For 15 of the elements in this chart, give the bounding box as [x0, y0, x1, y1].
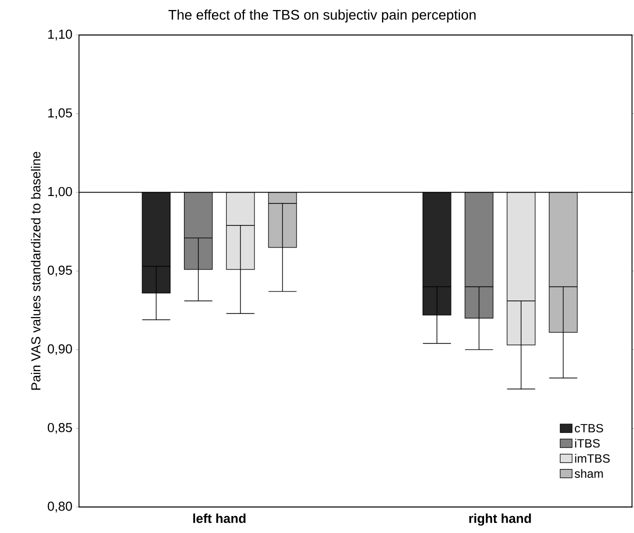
y-tick-label: 1,00: [48, 186, 72, 198]
legend-label: iTBS: [575, 438, 600, 448]
legend-label: sham: [574, 469, 603, 478]
y-axis-title: Pain VAS values standardized to baseline: [30, 152, 40, 390]
y-tick-label: 1,05: [48, 108, 72, 120]
y-tick-label: 0,95: [48, 266, 72, 276]
legend-label: imTBS: [575, 454, 610, 463]
y-tick-label: 0,90: [48, 344, 72, 356]
chart-title: The effect of the TBS on subjectiv pain perception: [168, 10, 476, 23]
y-tick-label: 1,10: [48, 30, 72, 40]
x-tick-label: left hand: [193, 514, 246, 524]
y-tick-label: 0,85: [48, 422, 72, 434]
x-tick-label: right hand: [469, 514, 531, 526]
y-tick-label: 0,80: [48, 502, 72, 512]
legend-label: cTBS: [574, 424, 604, 432]
